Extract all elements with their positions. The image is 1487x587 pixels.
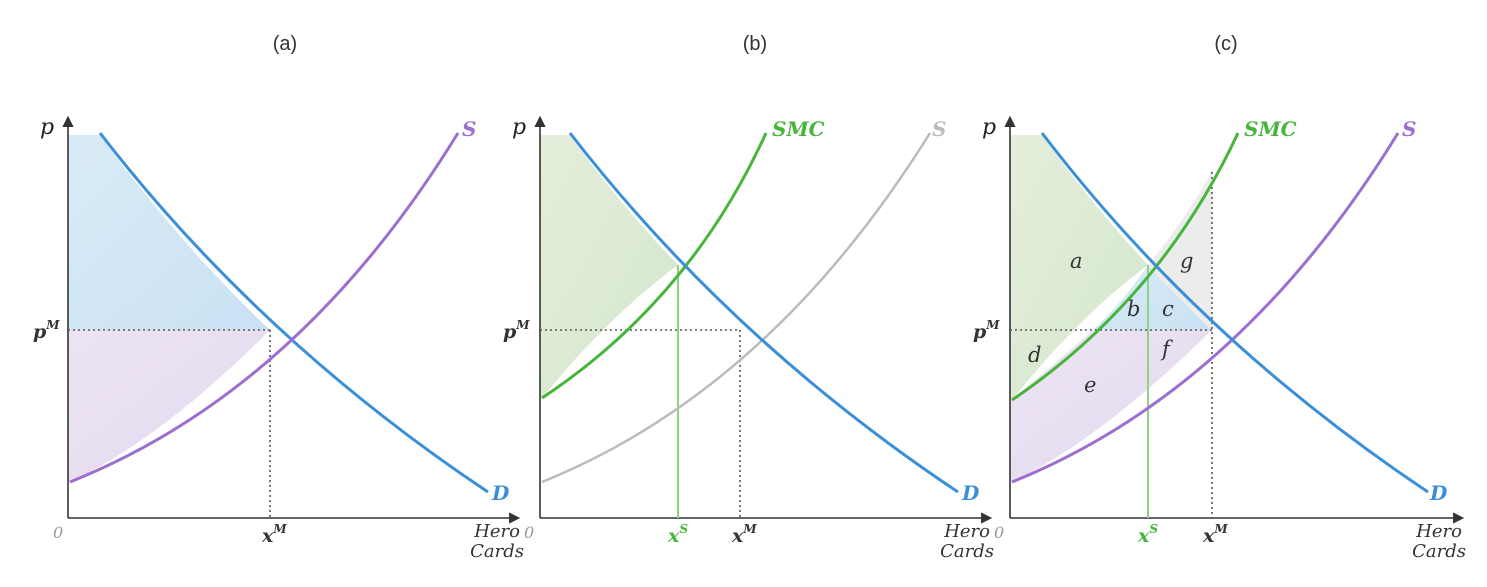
y-axis-label: p <box>982 115 996 140</box>
supply-label: S <box>1402 117 1416 141</box>
area-label-e: e <box>1084 373 1096 397</box>
supply-label: S <box>932 117 946 141</box>
x-axis-label: Hero Cards <box>470 521 524 562</box>
area-label-b: b <box>1127 297 1140 321</box>
price-tick-label: pM <box>973 318 1000 343</box>
demand-curve <box>568 132 959 494</box>
area-label-c: c <box>1162 297 1174 321</box>
x-axis-label: Hero Cards <box>1412 521 1466 562</box>
social-marginal-cost-curve <box>541 132 768 400</box>
panel-a: (a) p 0 pM xM Hero Cards S D <box>33 33 524 562</box>
social-surplus-area <box>540 135 678 398</box>
panel-b-title: (b) <box>743 33 767 55</box>
smc-label: SMC <box>1244 117 1297 141</box>
area-label-f: f <box>1160 337 1173 361</box>
area-label-a: a <box>1070 249 1083 273</box>
social-marginal-cost-curve <box>1011 132 1240 402</box>
origin-label: 0 <box>524 523 534 542</box>
area-label-g: g <box>1180 249 1193 273</box>
x-axis-label: Hero Cards <box>940 521 994 562</box>
panel-b: (b) p 0 pM xS xM Hero Cards SMC S D <box>503 33 994 562</box>
demand-curve <box>98 132 489 494</box>
producer-surplus-area <box>68 330 270 482</box>
demand-label: D <box>961 481 980 505</box>
private-supply-curve <box>541 132 932 484</box>
y-axis-label: p <box>40 115 54 140</box>
quantity-tick-xs: xS <box>1137 522 1158 547</box>
supply-curve <box>1011 132 1400 484</box>
quantity-tick-xm: xM <box>731 522 757 547</box>
supply-label: S <box>462 117 476 141</box>
area-purple <box>1010 330 1212 482</box>
consumer-surplus-area <box>68 135 270 330</box>
panel-c: (c) a b c d e f g p 0 pM xS xM Hero Cards… <box>973 33 1466 562</box>
quantity-tick-xs: xS <box>667 522 688 547</box>
smc-label: SMC <box>772 117 825 141</box>
price-tick-label: pM <box>33 318 60 343</box>
price-tick-label: pM <box>503 318 530 343</box>
demand-curve <box>1040 132 1429 494</box>
area-green <box>1010 135 1148 400</box>
panel-c-title: (c) <box>1214 33 1237 55</box>
origin-label: 0 <box>994 523 1004 542</box>
area-label-d: d <box>1028 343 1041 367</box>
supply-curve <box>69 132 460 484</box>
y-axis-label: p <box>512 115 526 140</box>
area-blue <box>1093 265 1212 330</box>
demand-label: D <box>1429 481 1448 505</box>
panel-a-title: (a) <box>273 33 297 55</box>
origin-label: 0 <box>53 523 63 542</box>
demand-label: D <box>491 481 510 505</box>
quantity-tick-xm: xM <box>1202 522 1228 547</box>
quantity-tick-xm: xM <box>261 522 287 547</box>
